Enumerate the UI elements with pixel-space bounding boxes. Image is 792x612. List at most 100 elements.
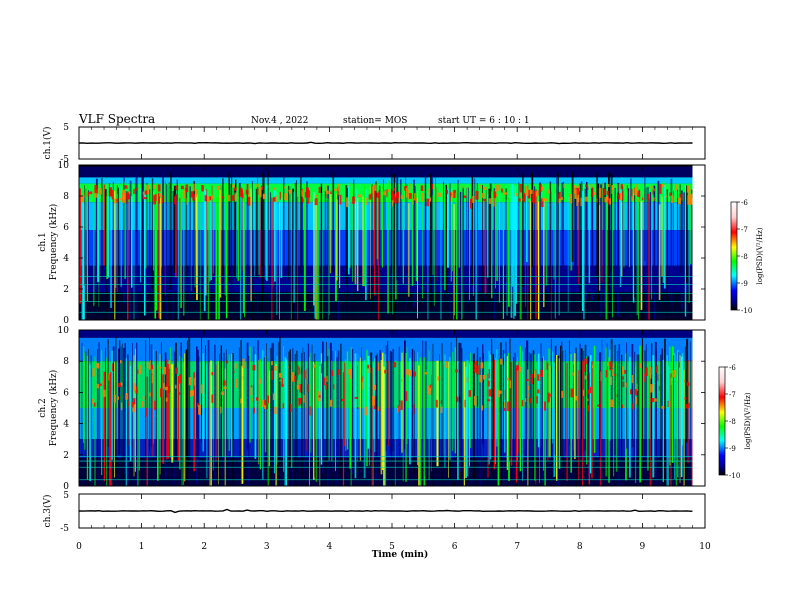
ytick-label: 0 (63, 316, 69, 326)
spec1-hotspot (544, 198, 548, 202)
spec2-streak (146, 376, 148, 486)
figure-title: VLF Spectra (78, 112, 155, 126)
spec2-streak (613, 361, 615, 477)
spec1-streak (430, 174, 432, 309)
spec2-streak (492, 354, 494, 477)
spec1-streak (154, 197, 157, 319)
spec1-streak (550, 191, 552, 320)
spec1-hotspot (495, 184, 498, 192)
spec2-streak (376, 353, 378, 474)
ytick-label: 4 (63, 254, 69, 264)
spec2-hotspot (456, 397, 459, 402)
spec1-hotspot (391, 197, 394, 201)
spec1-streak (276, 192, 278, 316)
spec2-hotspot (278, 373, 282, 378)
spec2-hotspot (572, 372, 575, 376)
spec2-streak (444, 354, 446, 468)
spec2-streak (168, 363, 171, 456)
spec2-hotspot (179, 374, 182, 384)
spec1-hotspot (450, 192, 452, 197)
spec2-hotspot (299, 367, 301, 375)
spec1-hotspot (591, 187, 594, 197)
spec2-streak (487, 373, 489, 478)
ch1-colorbar: -6 -7 -8 -9 -10 log(PSD)(V²/Hz) (730, 199, 764, 315)
spec2-streak (591, 361, 593, 479)
spec2-hotspot (488, 380, 490, 387)
spec1-hotspot (161, 195, 164, 204)
spec2-streak (279, 336, 281, 471)
spec2-streak (472, 353, 475, 479)
spec2-streak (285, 359, 287, 486)
spec2-streak (380, 360, 383, 475)
spec2-streak (449, 356, 451, 460)
spec2-streak (85, 351, 87, 486)
spec1-streak (534, 186, 536, 291)
spec2-hotspot (272, 393, 275, 401)
spec1-streak (553, 186, 555, 280)
spec2-streak (307, 343, 310, 463)
spec1-streak (649, 192, 652, 279)
ch1-colorbar-ticks: -6 -7 -8 -9 -10 (737, 199, 752, 315)
spec1-streak (271, 197, 273, 320)
spec2-streak (310, 353, 312, 453)
spec2-streak (610, 339, 613, 477)
spec2-streak (179, 355, 181, 470)
spec2-hotspot (313, 364, 316, 368)
spec1-hotspot (604, 197, 608, 203)
spec1-streak (453, 204, 455, 320)
spec1-hotspot (584, 196, 588, 202)
spec2-hotspot (252, 364, 256, 371)
spec2-hotspot (211, 371, 214, 376)
spec2-hotspot (631, 403, 634, 410)
spec1-streak (427, 191, 429, 320)
spec2-hotspot (341, 398, 343, 401)
ytick-label: 2 (63, 451, 69, 461)
xtick-label: 4 (327, 542, 333, 552)
spec1-hotspot (233, 187, 237, 192)
spec2-streak (118, 348, 120, 455)
spec2-streak (463, 361, 465, 486)
spec2-streak (482, 344, 484, 445)
spec2-hotspot (326, 375, 328, 382)
spec1-hotspot (453, 192, 456, 198)
spec2-streak (246, 342, 249, 451)
spec1-streak (355, 189, 358, 265)
spec2-hotspot (424, 371, 428, 375)
spec1-hotspot (576, 187, 579, 196)
spec2-streak (349, 363, 351, 469)
spec1-streak (173, 185, 176, 273)
spec2-hotspot (544, 401, 546, 411)
spec1-streak (688, 197, 690, 303)
spec2-streak (367, 355, 370, 449)
spec2-hotspot (141, 401, 144, 408)
spec1-streak (241, 191, 243, 272)
spec2-hotspot (163, 366, 166, 375)
spec1-streak (133, 193, 135, 320)
spec1-hotspot (412, 198, 414, 205)
spec2-hotspot (499, 390, 502, 394)
spec1-streak (292, 188, 294, 320)
spec2-hotspot (614, 373, 617, 377)
spec2-hotspot (193, 377, 196, 386)
spec1-streak (177, 201, 179, 320)
spec1-hotspot (334, 188, 337, 192)
spec2-hotspot (125, 393, 128, 400)
spec1-streak (537, 201, 540, 320)
ytick-label: 6 (63, 388, 69, 398)
spec1-streak (387, 180, 389, 314)
spec1-streak (160, 185, 162, 268)
spec1-nodata (692, 165, 705, 320)
spec1-streak (222, 178, 224, 276)
ch1-colorbar-label: log(PSD)(V²/Hz) (756, 227, 764, 284)
spec1-hotspot (94, 184, 98, 194)
colorbar-tick-label: -7 (741, 226, 748, 234)
spec2-streak (589, 355, 592, 474)
spec2-streak (618, 343, 621, 486)
spec1-streak (519, 195, 522, 320)
spec1-hotspot (216, 185, 220, 191)
spec1-streak (476, 183, 478, 311)
spec2-streak (561, 341, 563, 473)
xtick-label: 7 (514, 542, 520, 552)
spec2-streak (303, 352, 305, 471)
spec2-hotspot (151, 369, 154, 374)
